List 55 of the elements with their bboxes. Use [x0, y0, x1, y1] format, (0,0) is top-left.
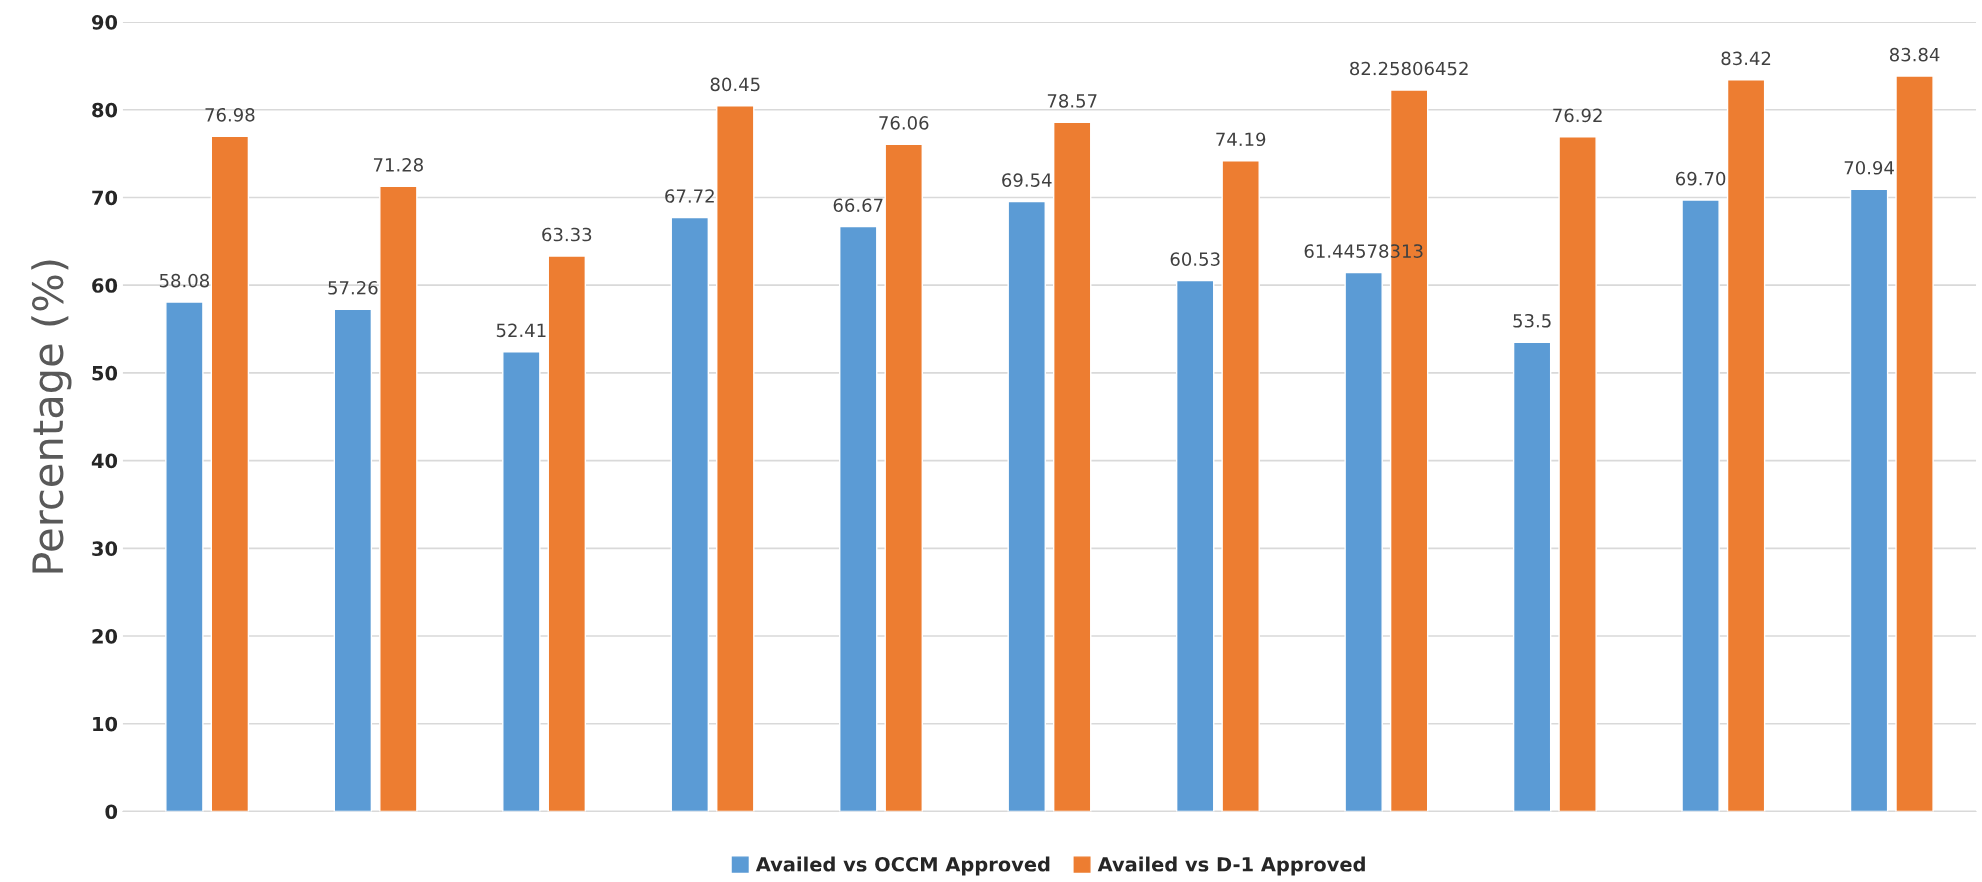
- data-label: 83.42: [1721, 51, 1771, 66]
- data-label: 82.25806452: [1350, 61, 1468, 76]
- data-label: 80.45: [710, 77, 760, 92]
- bar: [502, 351, 541, 812]
- legend-label: Availed vs OCCM Approved: [755, 856, 1050, 876]
- bar: [670, 216, 710, 812]
- data-label: 60.53: [1170, 252, 1220, 266]
- bar: [1895, 75, 1934, 812]
- y-tick-label: 80: [92, 102, 118, 118]
- bar: [1344, 271, 1383, 812]
- bar: [1007, 200, 1046, 812]
- data-label: 69.54: [1002, 173, 1052, 187]
- data-label: 71.28: [373, 157, 423, 172]
- data-label: 52.41: [496, 323, 546, 338]
- bar: [1175, 279, 1215, 812]
- data-label: 78.57: [1047, 94, 1097, 108]
- y-axis-title: Percentage (%): [31, 260, 72, 573]
- bar: [1849, 188, 1889, 812]
- data-label: 63.33: [542, 227, 592, 242]
- bar: [884, 143, 923, 812]
- y-tick-label: 10: [93, 716, 118, 732]
- bar: [839, 225, 878, 812]
- bar: [1052, 121, 1092, 812]
- data-label: 70.94: [1844, 160, 1894, 175]
- bar: [379, 185, 418, 812]
- bar: [1221, 160, 1260, 812]
- data-label: 67.72: [665, 189, 714, 203]
- data-label: 76.06: [879, 116, 929, 130]
- y-tick-label: 70: [92, 190, 118, 206]
- y-tick-label: 90: [91, 15, 118, 30]
- bar: [210, 135, 250, 812]
- legend-label: Availed vs D-1 Approved: [1097, 856, 1365, 876]
- bar: [165, 301, 204, 812]
- y-tick-label: 50: [92, 365, 118, 381]
- data-label: 66.67: [833, 198, 883, 213]
- bar: [333, 308, 373, 812]
- data-label: 57.26: [328, 280, 378, 295]
- y-tick-label: 60: [92, 278, 118, 293]
- bar: [1681, 199, 1720, 812]
- data-label: 76.92: [1553, 108, 1602, 123]
- data-label: 69.70: [1676, 171, 1726, 186]
- data-label: 83.84: [1889, 47, 1940, 62]
- bar: [1512, 341, 1552, 812]
- bar: [547, 255, 587, 812]
- y-tick-label: 20: [92, 628, 118, 644]
- data-label: 74.19: [1216, 132, 1266, 147]
- bar: [1558, 136, 1597, 812]
- y-tick-label: 0: [105, 804, 118, 820]
- bar: [1726, 79, 1766, 812]
- data-label: 53.5: [1513, 313, 1551, 328]
- data-label: 58.08: [159, 273, 209, 288]
- y-tick-label: 40: [91, 453, 118, 469]
- bar: [716, 105, 755, 812]
- y-tick-label: 30: [92, 541, 118, 556]
- data-label: 76.98: [205, 107, 255, 122]
